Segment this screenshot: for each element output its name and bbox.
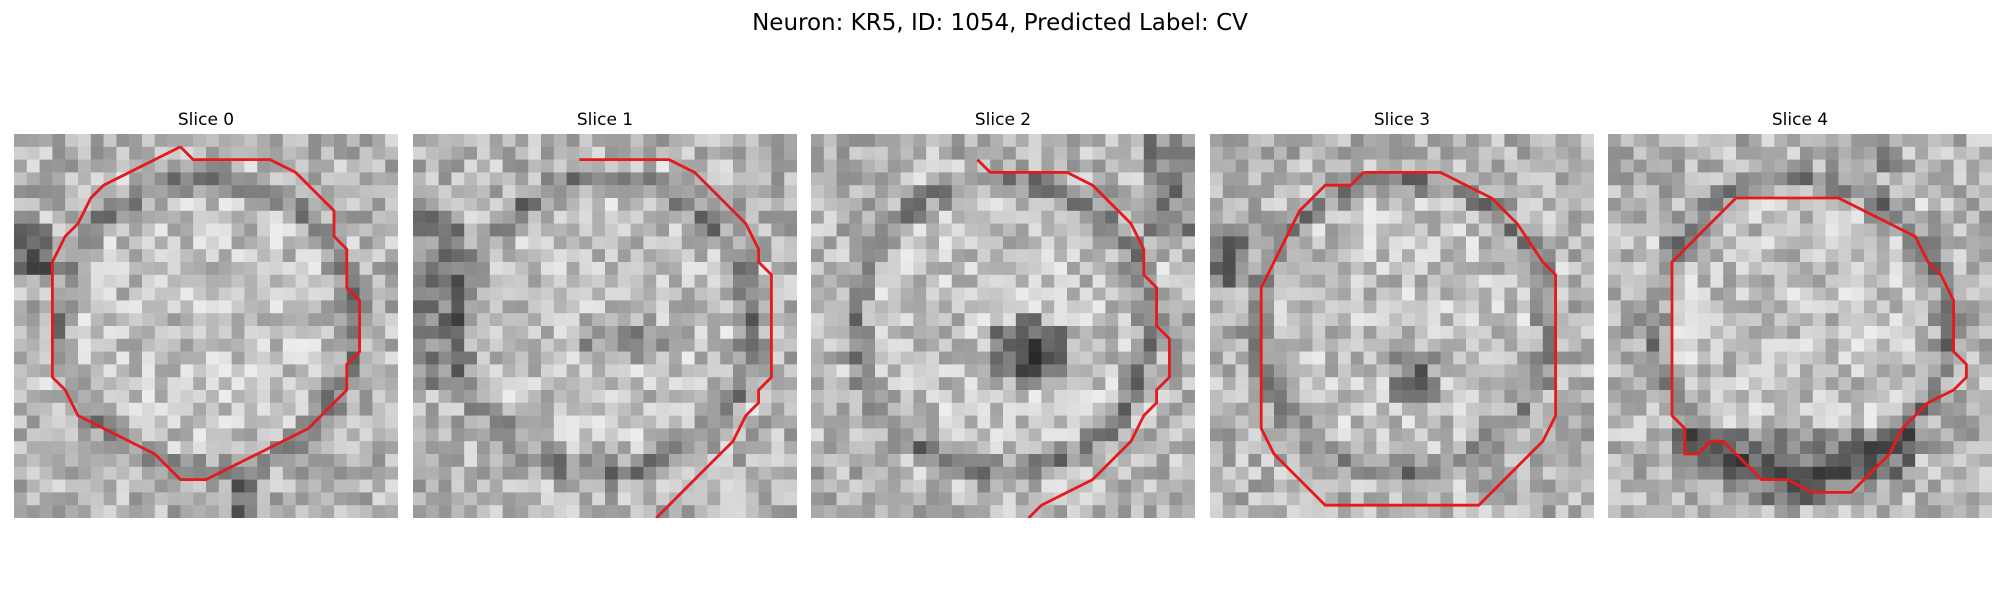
slice-image-4	[1608, 134, 1992, 518]
pixel-grid	[14, 134, 398, 518]
slice-panel-3: Slice 3	[1210, 108, 1594, 518]
slice-title-4: Slice 4	[1771, 110, 1829, 130]
pixel-grid	[1608, 134, 1992, 518]
slice-title-1: Slice 1	[576, 110, 634, 130]
slice-image-0	[14, 134, 398, 518]
slice-image-1	[413, 134, 797, 518]
pixel-grid	[811, 134, 1195, 518]
slice-panel-1: Slice 1	[413, 108, 797, 518]
pixel-grid	[413, 134, 797, 518]
slice-image-3	[1210, 134, 1594, 518]
slice-panel-0: Slice 0	[14, 108, 398, 518]
slice-panel-4: Slice 4	[1608, 108, 1992, 518]
contour-outline	[50, 145, 362, 482]
contour-outline	[579, 158, 773, 518]
contour-outline	[1670, 196, 1968, 494]
slice-image-2	[811, 134, 1195, 518]
slice-title-3: Slice 3	[1373, 110, 1431, 130]
slice-title-2: Slice 2	[974, 110, 1032, 130]
contour-outline	[976, 158, 1171, 518]
slice-panel-2: Slice 2	[811, 108, 1195, 518]
pixel-grid	[1210, 134, 1594, 518]
figure-title: Neuron: KR5, ID: 1054, Predicted Label: …	[752, 10, 1248, 36]
slice-title-0: Slice 0	[177, 110, 235, 130]
contour-outline	[1259, 170, 1558, 507]
